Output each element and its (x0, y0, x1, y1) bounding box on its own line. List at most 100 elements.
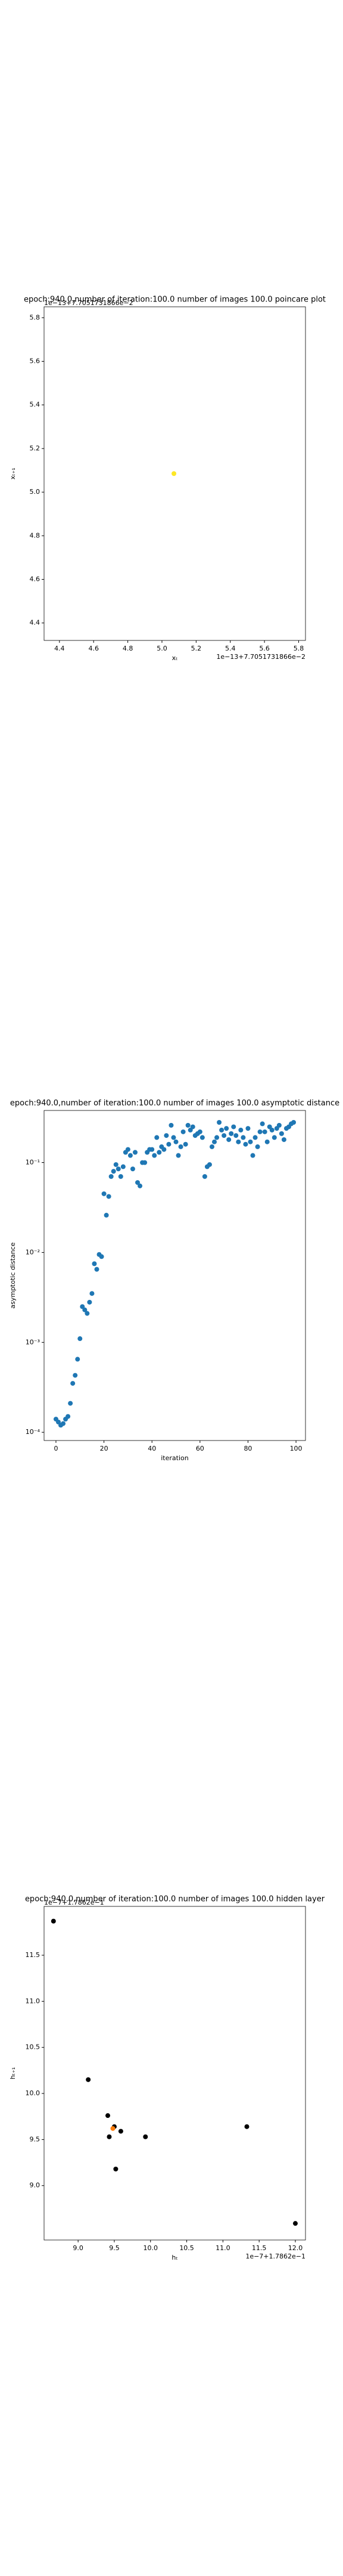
point (89, 1291, 95, 1296)
point (66, 1414, 71, 1419)
point (244, 2124, 250, 2129)
point (214, 1135, 220, 1140)
point (197, 1129, 202, 1134)
y-tick-label: 5.6 (30, 357, 40, 365)
point (154, 1135, 160, 1140)
point (113, 1162, 119, 1167)
point (291, 1120, 297, 1125)
point (70, 1381, 76, 1386)
point (250, 1153, 255, 1158)
y-axis-label: hₜ₊₁ (9, 2067, 17, 2079)
x-tick-label: 5.8 (294, 645, 304, 652)
point (178, 1144, 183, 1149)
point (157, 1150, 162, 1155)
point (111, 1169, 116, 1174)
point (152, 1153, 157, 1158)
y-axis-label: asymptotic distance (9, 1242, 17, 1308)
point (149, 1147, 155, 1152)
point (236, 1139, 241, 1144)
point (118, 1174, 123, 1179)
x-tick-label: 5.6 (259, 645, 270, 652)
point (252, 1135, 258, 1140)
point (183, 1141, 188, 1147)
point (276, 1122, 282, 1128)
point (80, 1304, 85, 1309)
point (135, 1180, 141, 1185)
point (262, 1129, 267, 1134)
point (231, 1124, 236, 1130)
point (199, 1135, 205, 1140)
point (143, 2134, 148, 2139)
point (169, 1122, 174, 1128)
point (68, 1401, 73, 1406)
x-tick-label: 11.0 (216, 2244, 230, 2252)
x-tick-label: 5.2 (191, 645, 202, 652)
point (127, 1153, 133, 1158)
y-tick-label: 10.5 (26, 2043, 40, 2051)
y-tick-label: 11.5 (26, 1951, 40, 1959)
point (212, 1139, 217, 1144)
x-tick-label: 0 (54, 1445, 58, 1452)
y-tick-label: 5.4 (30, 401, 40, 409)
point (279, 1131, 284, 1136)
point (130, 1166, 135, 1172)
x-tick-label: 80 (244, 1445, 252, 1452)
point (82, 1307, 88, 1312)
point (176, 1153, 181, 1158)
point (85, 1311, 90, 1316)
point (238, 1127, 244, 1133)
point (138, 1183, 143, 1189)
point (77, 1336, 83, 1342)
point (264, 1139, 270, 1144)
point (173, 1139, 179, 1144)
y-tick-label: 5.2 (30, 444, 40, 452)
point (217, 1120, 222, 1125)
point (86, 2077, 91, 2082)
x-tick-label: 60 (196, 1445, 204, 1452)
x-offset-text: 1e−13+7.7051731866e−2 (216, 653, 305, 661)
x-tick-label: 10.5 (179, 2244, 194, 2252)
point (166, 1141, 172, 1147)
point (106, 1194, 111, 1199)
point (229, 1131, 234, 1136)
point (248, 1139, 253, 1144)
point (118, 2129, 123, 2134)
point (190, 1124, 195, 1130)
point (188, 1127, 193, 1133)
point (104, 1212, 109, 1218)
y-tick-label: 11.0 (26, 1997, 40, 2005)
point (108, 1174, 114, 1179)
x-axis-label: hₜ (172, 2254, 177, 2261)
point (209, 1144, 214, 1149)
y-tick-label: 10⁻³ (26, 1338, 40, 1346)
point (292, 2221, 298, 2226)
point (222, 1133, 227, 1138)
chart-title: epoch:940.0,number of iteration:100.0 nu… (10, 1099, 339, 1108)
x-tick-label: 4.6 (88, 645, 99, 652)
point (120, 1164, 126, 1169)
y-tick-label: 10⁻² (26, 1248, 40, 1256)
point (243, 1141, 248, 1147)
y-axis-label: xₜ₊₁ (9, 468, 17, 480)
x-tick-label: 100 (290, 1445, 303, 1452)
plot-area (43, 1110, 306, 1441)
point (171, 1135, 176, 1140)
point (125, 1147, 130, 1152)
plot-area (43, 306, 306, 641)
y-tick-label: 10⁻¹ (26, 1158, 40, 1166)
x-tick-label: 4.4 (54, 645, 65, 652)
point (233, 1133, 239, 1138)
point (269, 1127, 275, 1133)
x-axis-label: iteration (161, 1454, 188, 1462)
y-tick-label: 10.0 (26, 2089, 40, 2097)
point (75, 1357, 80, 1362)
x-tick-label: 20 (100, 1445, 108, 1452)
chart-title: epoch:940.0,number of iteration:100.0 nu… (25, 1895, 325, 1904)
point (92, 1261, 97, 1267)
x-axis-label: xₜ (172, 654, 178, 662)
point (142, 1160, 148, 1165)
x-tick-label: 9.5 (109, 2244, 120, 2252)
point (226, 1137, 232, 1142)
point (272, 1135, 277, 1140)
